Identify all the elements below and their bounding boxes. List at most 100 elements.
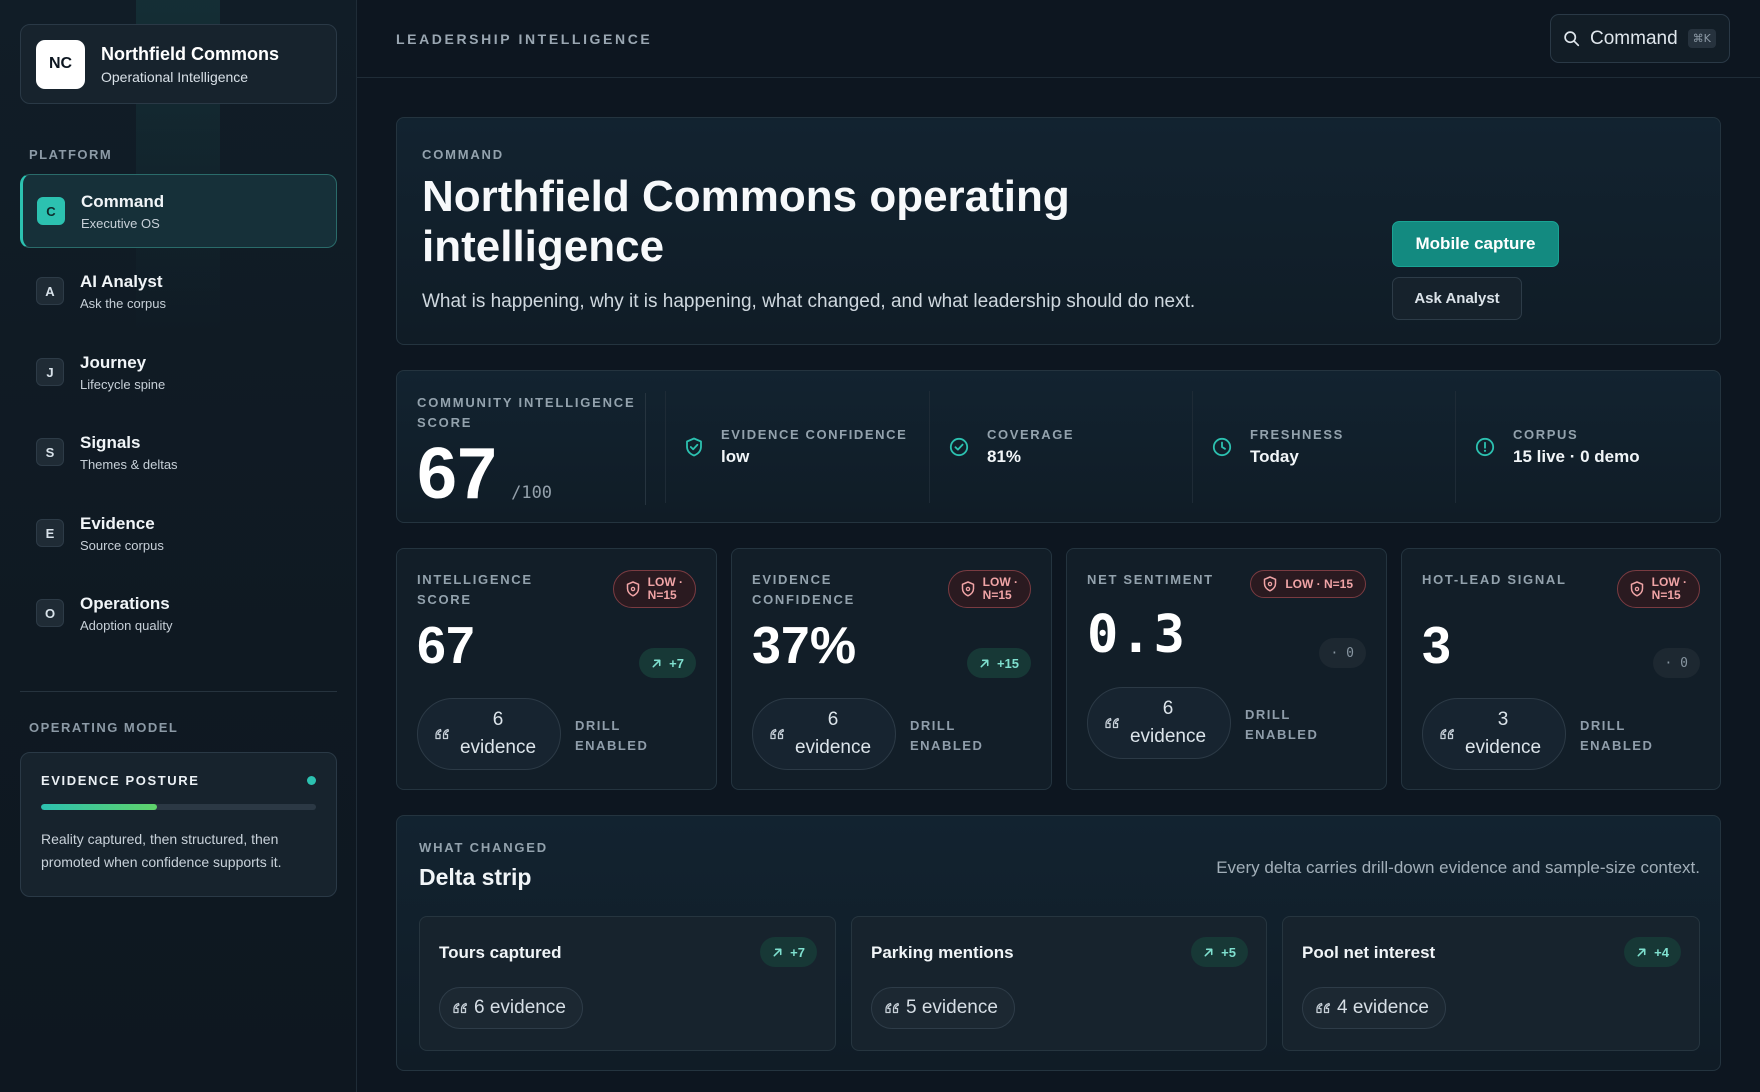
delta-strip-title: Delta strip	[419, 864, 532, 890]
status-dot	[307, 776, 316, 785]
nav-title: AI Analyst	[80, 271, 163, 291]
posture-text: Reality captured, then structured, then …	[41, 831, 282, 870]
operating-model-label: OPERATING MODEL	[29, 720, 179, 735]
brand-card[interactable]: NC Northfield Commons Operational Intell…	[20, 24, 337, 104]
command-palette-button[interactable]: Command ⌘K	[1550, 14, 1730, 63]
mobile-capture-button[interactable]: Mobile capture	[1392, 221, 1559, 267]
nav-subtitle: Themes & deltas	[80, 456, 178, 472]
kpi-card-intelligence-score[interactable]: INTELLIGENCE SCORE LOW · N=15 67 +7 6 evid…	[396, 548, 717, 790]
delta-strip-panel: WHAT CHANGED Delta strip Every delta car…	[396, 815, 1721, 1071]
posture-progress-bar	[41, 804, 316, 810]
metric-value: 81%	[987, 447, 1022, 466]
badge-line: LOW ·	[982, 575, 1018, 589]
posture-title: EVIDENCE POSTURE	[41, 773, 200, 788]
quote-icon	[1440, 728, 1455, 740]
evidence-drill-button[interactable]: 6 evidence	[1087, 687, 1231, 759]
delta-eyebrow: WHAT CHANGED	[419, 840, 548, 855]
platform-section-label: PLATFORM	[29, 147, 113, 162]
evidence-posture-card: EVIDENCE POSTURE Reality captured, then …	[20, 752, 337, 897]
drill-line: DRILL	[575, 718, 621, 733]
quote-icon	[1105, 717, 1120, 729]
drill-line: ENABLED	[575, 738, 649, 753]
delta-strip-note: Every delta carries drill-down evidence …	[1216, 858, 1700, 877]
kpi-card-hot-lead-signal[interactable]: HOT-LEAD SIGNAL LOW · N=15 3 · 0 3 evidenc…	[1401, 548, 1721, 790]
brand-logo: NC	[36, 39, 85, 89]
metric-corpus[interactable]: CORPUS 15 live · 0 demo	[1455, 391, 1703, 503]
clock-icon	[1212, 437, 1232, 457]
hero-subtitle: What is happening, why it is happening, …	[422, 291, 1196, 312]
nav-subtitle: Lifecycle spine	[80, 376, 166, 392]
sidebar-item-journey[interactable]: J Journey Lifecycle spine	[20, 335, 337, 409]
sidebar-item-evidence[interactable]: E Evidence Source corpus	[20, 496, 337, 570]
sidebar: NC Northfield Commons Operational Intell…	[0, 0, 357, 1092]
delta-pill: +5	[1191, 937, 1248, 967]
kpi-value: 3	[1422, 617, 1451, 675]
arrow-up-right-icon	[1204, 948, 1213, 956]
drill-line: ENABLED	[910, 738, 984, 753]
check-circle-icon	[949, 437, 969, 457]
sidebar-item-ai-analyst[interactable]: A AI Analyst Ask the corpus	[20, 254, 337, 328]
delta-value: +5	[1221, 944, 1236, 960]
page-section-title: LEADERSHIP INTELLIGENCE	[396, 31, 653, 47]
evidence-unit: evidence	[1464, 737, 1542, 758]
evidence-count: 5 evidence	[906, 997, 998, 1018]
quote-icon	[435, 728, 450, 740]
evidence-drill-button[interactable]: 6 evidence	[417, 698, 561, 770]
delta-pill: +4	[1624, 937, 1681, 967]
evidence-unit: evidence	[1129, 726, 1207, 747]
evidence-unit: evidence	[794, 737, 872, 758]
score-label: COMMUNITY INTELLIGENCE SCORE	[417, 395, 636, 430]
sample-size-badge: LOW · N=15	[1616, 570, 1700, 608]
ask-analyst-button[interactable]: Ask Analyst	[1392, 277, 1522, 320]
nav-title: Operations	[80, 593, 170, 613]
kpi-label: NET SENTIMENT	[1087, 572, 1214, 587]
quote-icon	[453, 1002, 468, 1014]
posture-progress-fill	[41, 804, 157, 810]
evidence-count: 3	[1497, 709, 1509, 730]
delta-card-pool[interactable]: Pool net interest +4 4 evidence	[1282, 916, 1700, 1051]
nav-subtitle: Adoption quality	[80, 617, 173, 633]
nav-title: Signals	[80, 432, 141, 452]
delta-card-parking[interactable]: Parking mentions +5 5 evidence	[851, 916, 1267, 1051]
shield-alert-icon	[626, 581, 639, 597]
metric-label: EVIDENCE CONFIDENCE	[721, 427, 908, 442]
badge-line: N=15	[647, 588, 677, 602]
metric-coverage[interactable]: COVERAGE 81%	[929, 391, 1177, 503]
kpi-card-net-sentiment[interactable]: NET SENTIMENT LOW · N=15 0.3 · 0 6 eviden…	[1066, 548, 1387, 790]
drill-line: DRILL	[910, 718, 956, 733]
kpi-card-evidence-confidence[interactable]: EVIDENCE CONFIDENCE LOW · N=15 37% +15 6 e…	[731, 548, 1052, 790]
metric-label: CORPUS	[1513, 427, 1579, 442]
badge-line: LOW · N=15	[1285, 576, 1353, 591]
drill-status: DRILL ENABLED	[910, 716, 983, 756]
evidence-chip[interactable]: 6 evidence	[439, 987, 583, 1029]
shortcut-hint: ⌘K	[1687, 29, 1716, 48]
quote-icon	[770, 728, 785, 740]
evidence-drill-button[interactable]: 3 evidence	[1422, 698, 1566, 770]
nav-badge: S	[36, 438, 64, 466]
nav-badge: C	[37, 197, 65, 225]
evidence-chip[interactable]: 5 evidence	[871, 987, 1015, 1029]
arrow-up-right-icon	[1637, 948, 1646, 956]
arrow-up-right-icon	[773, 948, 782, 956]
divider	[645, 393, 646, 505]
evidence-chip[interactable]: 4 evidence	[1302, 987, 1446, 1029]
sidebar-item-operations[interactable]: O Operations Adoption quality	[20, 576, 337, 650]
metric-value: low	[721, 447, 750, 466]
delta-value: +4	[1654, 944, 1669, 960]
delta-pill: +15	[966, 648, 1031, 678]
drill-line: ENABLED	[1245, 727, 1319, 742]
evidence-drill-button[interactable]: 6 evidence	[752, 698, 896, 770]
metric-evidence-confidence[interactable]: EVIDENCE CONFIDENCE low	[665, 391, 913, 503]
nav-title: Command	[81, 191, 165, 211]
delta-pill: +7	[639, 648, 696, 678]
sidebar-item-signals[interactable]: S Signals Themes & deltas	[20, 415, 337, 489]
nav-badge: E	[36, 519, 64, 547]
delta-card-title: Tours captured	[439, 943, 562, 962]
delta-card-tours[interactable]: Tours captured +7 6 evidence	[419, 916, 836, 1051]
drill-line: ENABLED	[1580, 738, 1654, 753]
badge-line: LOW ·	[1651, 575, 1687, 589]
sidebar-item-command[interactable]: C Command Executive OS	[20, 174, 337, 248]
nav-subtitle: Executive OS	[81, 215, 160, 231]
nav-title: Evidence	[80, 513, 155, 533]
metric-freshness[interactable]: FRESHNESS Today	[1192, 391, 1440, 503]
